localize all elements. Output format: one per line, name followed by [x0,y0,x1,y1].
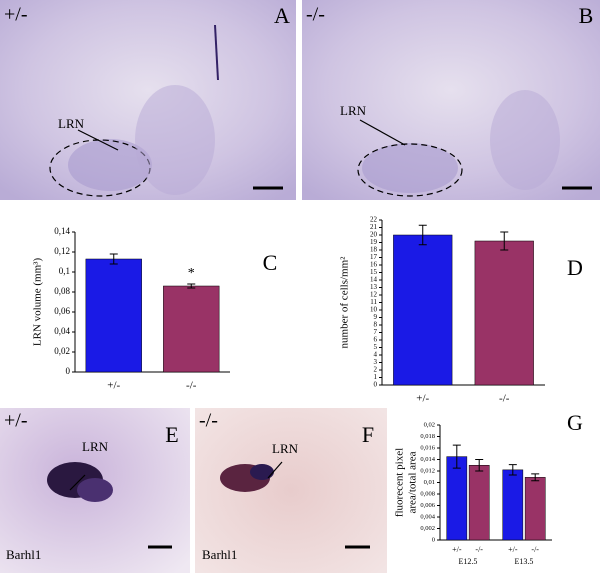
error-bar [500,231,509,251]
y-tick-label: 11 [370,298,377,306]
y-tick-label: 6 [374,336,378,344]
y-tick-label: 13 [370,283,378,291]
annotation: * [188,266,195,281]
y-tick-label: 16 [370,261,378,269]
x-tick-label: +/- [416,393,429,405]
y-tick-label: 0,04 [54,326,70,336]
y-tick-label: 2 [374,366,378,374]
y-tick-label: 20 [370,231,378,239]
y-tick-label: 0,02 [424,421,435,428]
y-tick-label: 5 [374,343,378,351]
y-axis-label: fluorecent pixel [394,448,406,517]
y-tick-label: 3 [374,358,378,366]
panel-label: F [362,422,374,447]
y-tick-label: 0,1 [59,266,70,276]
panel-label: D [567,255,583,280]
y-tick-label: 7 [374,328,378,336]
genotype-label: +/- [4,4,28,26]
region-label: LRN [340,103,367,118]
bar [85,258,142,373]
y-tick-label: 0,01 [424,479,435,486]
y-tick-label: 21 [370,223,378,231]
region-label: LRN [82,439,109,454]
x-tick-label: -/- [475,545,483,554]
y-tick-label: 0 [432,536,435,543]
x-tick-label: +/- [452,545,462,554]
y-tick-label: 0 [374,381,378,389]
y-tick-label: 0,004 [420,513,435,520]
panel-label: B [579,3,594,28]
bar [474,240,534,386]
y-tick-label: 10 [370,306,378,314]
error-bar [452,444,461,469]
error-bar [508,464,517,476]
y-tick-label: 0,016 [420,444,435,451]
y-tick-label: 0,008 [420,490,435,497]
bar [524,477,546,541]
x-tick-label: +/- [107,380,120,392]
y-tick-label: 0,006 [420,502,435,509]
y-tick-label: 0 [66,366,71,376]
bar [446,456,468,541]
error-bar [418,224,427,246]
x-tick-label: +/- [508,545,518,554]
y-tick-label: 8 [374,321,378,329]
genotype-label: -/- [199,410,218,432]
y-tick-label: 0,14 [54,226,70,236]
y-axis-label: number of cells/mm² [339,256,351,349]
micrograph-b: -/- B LRN [302,0,600,200]
y-tick-label: 12 [370,291,378,299]
group-label: E12.5 [459,557,478,566]
error-bar [187,283,196,289]
bar [468,465,490,541]
group-label: E13.5 [515,557,534,566]
y-tick-label: 9 [374,313,378,321]
micrograph-e: +/- E LRN Barhl1 [0,408,190,573]
y-tick-label: 0,002 [420,525,435,532]
y-tick-label: 15 [370,268,378,276]
error-bar [109,253,118,265]
y-tick-label: 0,08 [54,286,70,296]
bar [502,469,524,541]
region-label: LRN [272,441,299,456]
panel-label: E [165,422,178,447]
genotype-label: +/- [4,410,28,432]
bar [163,285,220,373]
y-tick-label: 18 [370,246,378,254]
stain-label: Barhl1 [202,547,237,562]
y-tick-label: 0,014 [420,456,435,463]
panel-label: A [274,3,290,28]
y-axis-label: LRN volume (mm³) [32,258,44,347]
error-bar [531,473,540,482]
y-axis-label: area/total area [407,451,419,513]
x-tick-label: -/- [499,393,510,405]
x-tick-label: -/- [531,545,539,554]
micrograph-a: +/- A LRN [0,0,296,200]
panel-label: G [567,410,583,435]
y-tick-label: 0,12 [54,246,70,256]
error-bar [475,459,484,472]
y-tick-label: 4 [374,351,378,359]
stain-label: Barhl1 [6,547,41,562]
y-tick-label: 1 [374,373,378,381]
region-label: LRN [58,116,85,131]
y-tick-label: 22 [370,216,378,224]
micrograph-f: -/- F LRN Barhl1 [195,408,387,573]
y-tick-label: 14 [370,276,378,284]
panel-label: C [263,250,278,275]
x-tick-label: -/- [186,380,197,392]
y-tick-label: 17 [370,253,378,261]
y-tick-label: 0,018 [420,433,435,440]
y-tick-label: 0,012 [420,467,435,474]
y-tick-label: 0,02 [54,346,70,356]
bar [393,234,453,386]
y-tick-label: 19 [370,238,378,246]
genotype-label: -/- [306,4,325,26]
y-tick-label: 0,06 [54,306,70,316]
